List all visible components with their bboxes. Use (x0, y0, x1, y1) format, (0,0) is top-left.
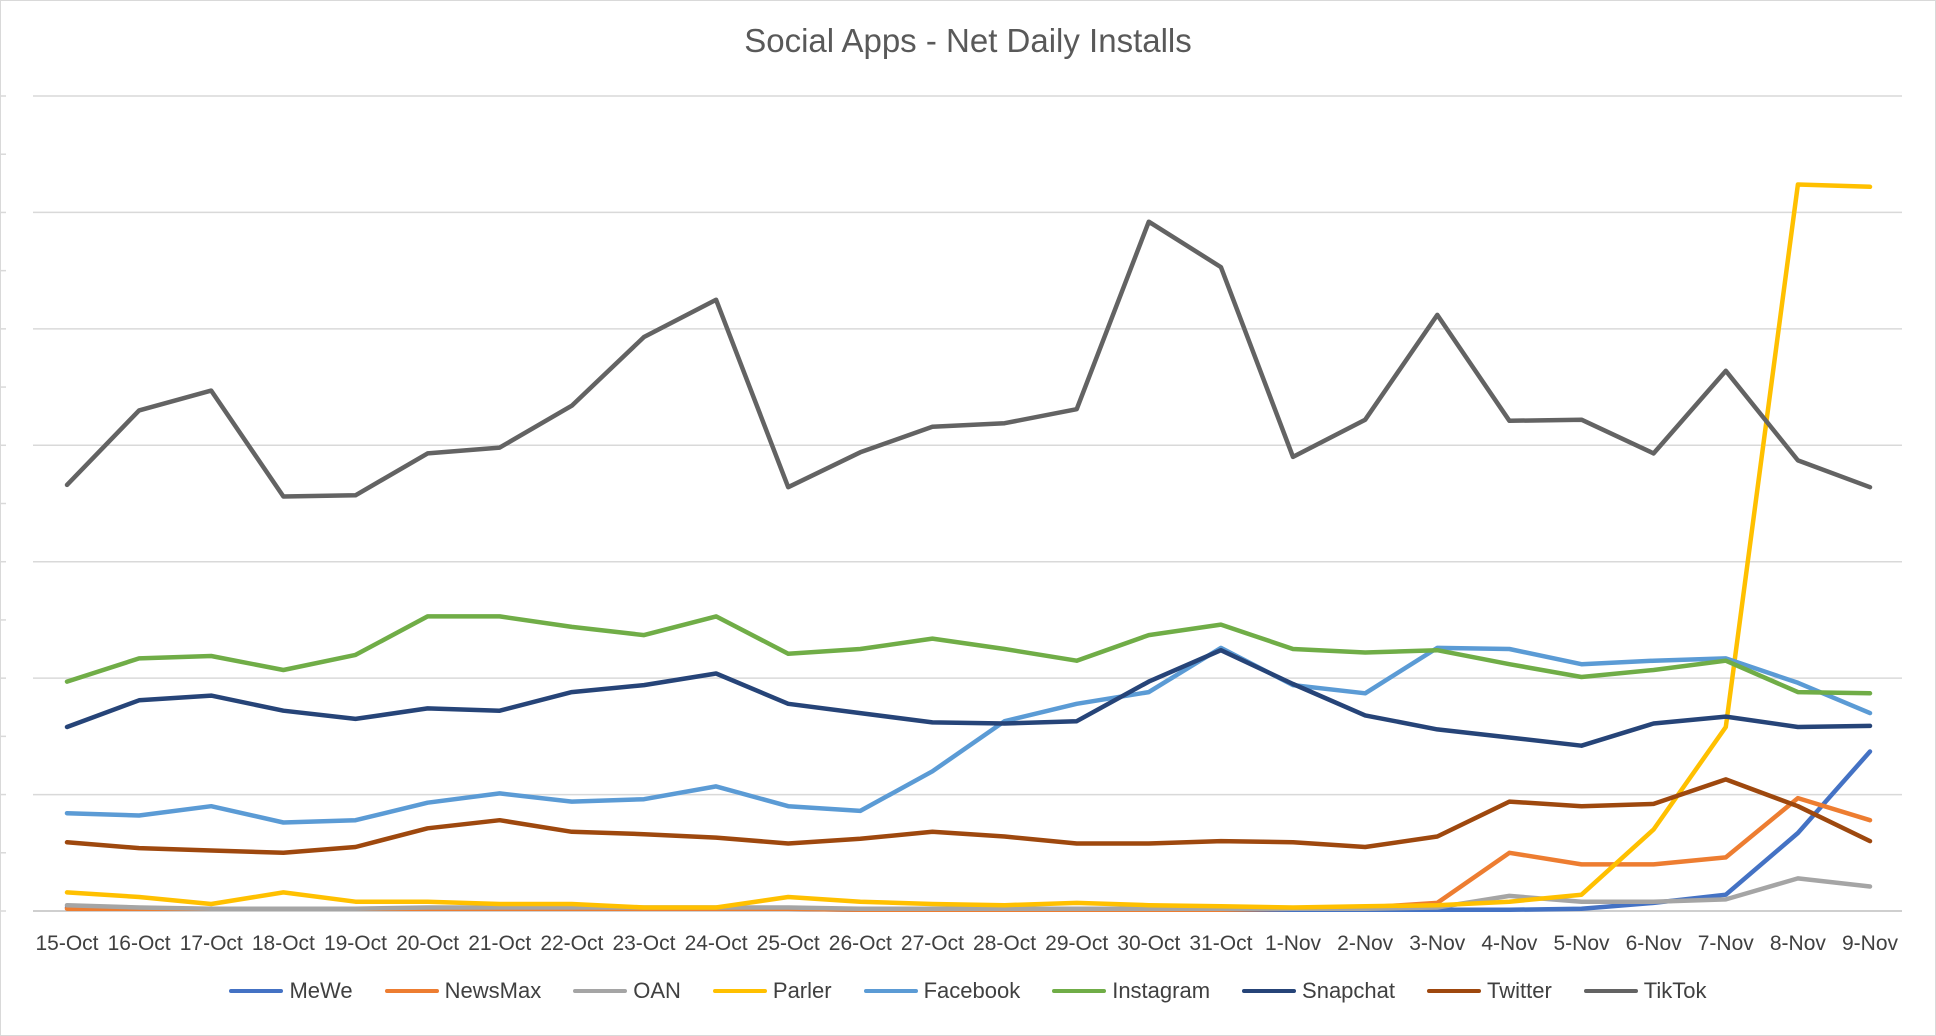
legend-item-mewe: MeWe (229, 978, 353, 1004)
x-tick-label: 21-Oct (468, 932, 531, 955)
chart-title: Social Apps - Net Daily Installs (744, 22, 1192, 59)
legend-swatch (712, 989, 767, 993)
legend-swatch (863, 989, 918, 993)
legend-swatch (1242, 989, 1297, 993)
x-tick-label: 29-Oct (1045, 932, 1108, 955)
x-tick-label: 1-Nov (1265, 932, 1322, 955)
legend-item-twitter: Twitter (1427, 978, 1552, 1004)
legend-swatch (229, 989, 284, 993)
series-line-newsmax (64, 795, 1873, 913)
x-tick-label: 4-Nov (1481, 932, 1538, 955)
series-line-instagram (64, 614, 1873, 696)
series-line-facebook (64, 645, 1873, 825)
chart-legend: MeWe NewsMax OAN Parler Facebook Instagram Sna… (0, 978, 1936, 1004)
legend-swatch (573, 989, 628, 993)
legend-item-facebook: Facebook (863, 978, 1021, 1004)
x-tick-label: 7-Nov (1698, 932, 1755, 955)
x-tick-label: 17-Oct (180, 932, 243, 955)
legend-item-snapchat: Snapchat (1242, 978, 1395, 1004)
x-tick-label: 23-Oct (612, 932, 675, 955)
legend-swatch (1427, 989, 1481, 993)
legend-label: Facebook (923, 978, 1021, 1003)
legend-item-tiktok: TikTok (1583, 978, 1707, 1004)
legend-item-parler: Parler (712, 978, 832, 1004)
legend-swatch (1583, 989, 1638, 993)
legend-label: OAN (633, 978, 681, 1003)
legend-label: NewsMax (444, 978, 542, 1003)
x-tick-label: 31-Oct (1189, 932, 1252, 955)
legend-label: TikTok (1643, 978, 1707, 1003)
x-tick-label: 26-Oct (829, 932, 892, 955)
x-tick-label: 16-Oct (108, 932, 171, 955)
x-tick-label: 5-Nov (1554, 932, 1611, 955)
x-tick-label: 28-Oct (973, 932, 1036, 955)
legend-item-oan: OAN (573, 978, 681, 1004)
series-line-mewe (64, 749, 1873, 913)
legend-label: Twitter (1487, 978, 1552, 1003)
legend-item-instagram: Instagram (1052, 978, 1210, 1004)
legend-swatch (1052, 989, 1107, 993)
series-line-oan (64, 876, 1873, 911)
x-tick-label: 27-Oct (901, 932, 964, 955)
legend-label: Snapchat (1302, 978, 1395, 1003)
legend-label: MeWe (289, 978, 353, 1003)
legend-item-newsmax: NewsMax (384, 978, 542, 1004)
x-tick-label: 15-Oct (35, 932, 98, 955)
x-tick-label: 8-Nov (1770, 932, 1827, 955)
x-tick-label: 18-Oct (252, 932, 315, 955)
series-line-twitter (64, 777, 1873, 856)
legend-swatch (384, 989, 439, 993)
x-tick-label: 9-Nov (1842, 932, 1899, 955)
x-tick-label: 22-Oct (540, 932, 603, 955)
x-tick-label: 6-Nov (1626, 932, 1683, 955)
x-tick-label: 30-Oct (1117, 932, 1180, 955)
legend-label: Instagram (1112, 978, 1211, 1003)
x-tick-label: 24-Oct (685, 932, 748, 955)
series-line-parler (64, 182, 1873, 910)
x-tick-label: 2-Nov (1337, 932, 1394, 955)
x-tick-label: 20-Oct (396, 932, 459, 955)
x-tick-label: 19-Oct (324, 932, 387, 955)
x-tick-label: 25-Oct (757, 932, 820, 955)
series-line-tiktok (64, 219, 1873, 499)
series-line-snapchat (64, 647, 1873, 748)
x-tick-label: 3-Nov (1409, 932, 1466, 955)
legend-label: Parler (772, 978, 832, 1003)
